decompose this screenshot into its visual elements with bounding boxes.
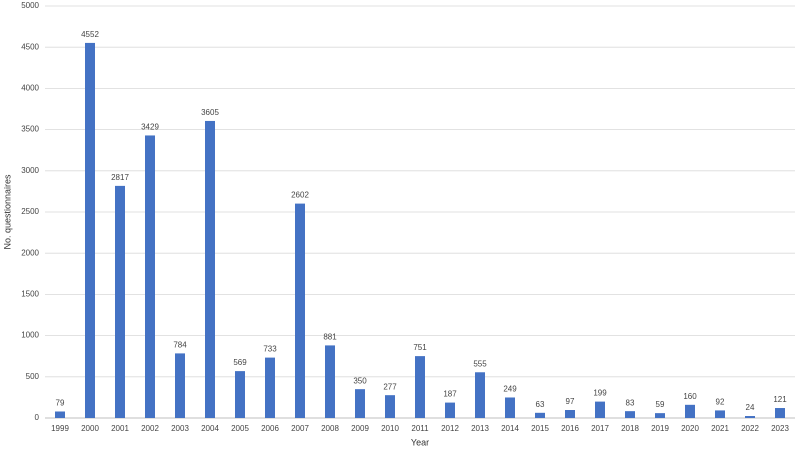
bar [385,395,395,418]
x-tick-label: 2019 [651,424,669,433]
x-tick-label: 2018 [621,424,639,433]
data-label: 881 [323,333,337,342]
bar [235,371,245,418]
data-label: 733 [263,345,277,354]
y-tick-label: 1500 [21,290,39,299]
bar [445,402,455,418]
y-tick-label: 5000 [21,1,39,10]
y-tick-label: 1000 [21,331,39,340]
x-tick-label: 2004 [201,424,219,433]
data-label: 569 [233,358,247,367]
bar [415,356,425,418]
y-tick-label: 500 [26,372,40,381]
data-label: 63 [536,400,545,409]
x-tick-label: 2002 [141,424,159,433]
data-label: 121 [773,395,787,404]
bar [625,411,635,418]
x-tick-label: 2023 [771,424,789,433]
y-tick-label: 0 [35,413,40,422]
data-label: 79 [56,399,65,408]
bar [355,389,365,418]
bar [775,408,785,418]
bar [595,401,605,418]
data-label: 97 [566,397,575,406]
x-tick-label: 2009 [351,424,369,433]
x-tick-label: 2016 [561,424,579,433]
data-label: 4552 [81,30,99,39]
data-label: 59 [656,400,665,409]
data-label: 3605 [201,108,219,117]
data-label: 187 [443,390,457,399]
bar [295,203,305,418]
bar [745,416,755,418]
bar [715,410,725,418]
data-label: 277 [383,382,397,391]
bar [655,413,665,418]
data-label: 83 [626,398,635,407]
x-tick-label: 2000 [81,424,99,433]
y-tick-label: 3000 [21,166,39,175]
x-tick-label: 2007 [291,424,309,433]
x-tick-label: 2022 [741,424,759,433]
x-tick-label: 2020 [681,424,699,433]
y-tick-label: 3500 [21,125,39,134]
bar [55,411,65,418]
bar [475,372,485,418]
x-tick-label: 1999 [51,424,69,433]
bar [325,345,335,418]
x-tick-label: 2011 [411,424,429,433]
data-label: 555 [473,359,487,368]
x-axis-title: Year [411,437,429,447]
x-tick-label: 2010 [381,424,399,433]
data-label: 2602 [291,191,309,200]
x-tick-label: 2001 [111,424,129,433]
data-label: 350 [353,376,367,385]
data-label: 3429 [141,123,159,132]
data-label: 2817 [111,173,129,182]
bar [685,404,695,418]
x-tick-label: 2015 [531,424,549,433]
x-tick-label: 2013 [471,424,489,433]
data-label: 24 [746,403,755,412]
y-tick-label: 2500 [21,207,39,216]
data-label: 784 [173,341,187,350]
bar [145,135,155,419]
bar [85,42,95,419]
x-tick-label: 2008 [321,424,339,433]
y-tick-label: 2000 [21,248,39,257]
bar [175,353,185,418]
y-tick-label: 4500 [21,42,39,51]
data-label: 92 [716,398,725,407]
x-tick-label: 2014 [501,424,519,433]
bar [205,120,215,418]
data-label: 199 [593,389,607,398]
x-tick-label: 2003 [171,424,189,433]
data-label: 249 [503,385,517,394]
x-tick-label: 2006 [261,424,279,433]
bar [535,412,545,418]
x-tick-label: 2021 [711,424,729,433]
data-label: 751 [413,343,427,352]
data-label: 160 [683,392,697,401]
y-tick-label: 4000 [21,84,39,93]
x-tick-label: 2012 [441,424,459,433]
bar [565,410,575,418]
bar [505,397,515,418]
x-tick-label: 2017 [591,424,609,433]
x-tick-label: 2005 [231,424,249,433]
y-axis-title: No. questionnaires [2,174,12,250]
bar [115,185,125,418]
bar [265,357,275,418]
